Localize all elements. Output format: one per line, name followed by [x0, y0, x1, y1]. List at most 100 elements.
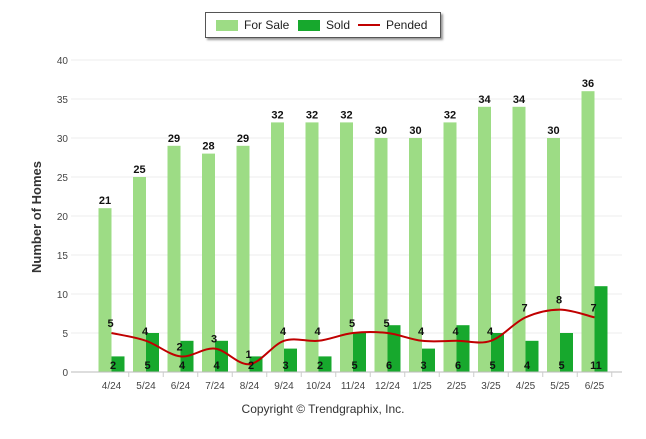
y-tick-label: 35 [57, 95, 69, 106]
y-tick-label: 10 [57, 290, 69, 301]
data-label-for-sale: 32 [444, 109, 456, 121]
bar-sold [560, 333, 573, 372]
x-tick-label: 4/25 [516, 381, 536, 392]
legend-swatch-sold [298, 20, 320, 31]
bar-sold [111, 356, 125, 372]
x-tick-label: 3/25 [481, 381, 501, 392]
data-label-for-sale: 29 [237, 133, 249, 145]
bar-for-sale [167, 145, 181, 372]
data-label-sold: 5 [558, 360, 564, 372]
bar-for-sale [478, 106, 491, 373]
data-label-for-sale: 32 [306, 109, 318, 121]
data-label-sold: 6 [455, 360, 461, 372]
data-label-pended: 4 [452, 326, 459, 338]
data-label-for-sale: 34 [513, 94, 526, 106]
data-label-sold: 3 [282, 360, 288, 372]
data-label-sold: 4 [179, 360, 186, 372]
legend-label-pended: Pended [386, 18, 428, 32]
data-label-for-sale: 30 [547, 125, 559, 137]
data-label-for-sale: 36 [582, 78, 594, 90]
data-label-for-sale: 34 [478, 94, 491, 106]
line-pended [111, 308, 595, 366]
bar-sold [594, 286, 608, 372]
x-tick-label: 10/24 [306, 381, 331, 392]
bar-for-sale [271, 122, 284, 373]
data-label-pended: 1 [245, 349, 251, 361]
data-label-pended: 3 [211, 334, 217, 346]
data-label-for-sale: 29 [168, 133, 180, 145]
data-label-pended: 2 [176, 341, 182, 353]
data-label-sold: 5 [144, 360, 150, 372]
bar-for-sale [133, 177, 146, 372]
data-label-sold: 6 [386, 360, 392, 372]
bar-for-sale [374, 138, 388, 372]
legend-label-sold: Sold [326, 18, 351, 32]
x-tick-label: 9/24 [274, 381, 294, 392]
legend-swatch-for-sale [216, 20, 238, 31]
legend-label-for-sale: For Sale [244, 18, 290, 32]
bar-for-sale [581, 91, 595, 372]
data-label-sold: 2 [110, 360, 116, 372]
x-tick-label: 11/24 [341, 381, 366, 392]
data-label-sold: 3 [420, 360, 426, 372]
data-label-sold: 5 [351, 360, 357, 372]
data-label-for-sale: 32 [271, 109, 283, 121]
bar-for-sale [547, 138, 560, 372]
bar-for-sale [443, 122, 457, 373]
bar-sold [353, 333, 366, 372]
x-tick-label: 2/25 [447, 381, 467, 392]
x-tick-label: 6/24 [171, 381, 191, 392]
bar-for-sale [98, 208, 112, 372]
legend: For Sale Sold Pended [205, 12, 441, 38]
data-label-for-sale: 32 [340, 109, 352, 121]
bar-sold [525, 340, 539, 372]
copyright-text: Copyright © Trendgraphix, Inc. [241, 402, 405, 416]
y-tick-label: 15 [57, 251, 69, 262]
bar-for-sale [202, 153, 215, 372]
data-label-for-sale: 25 [133, 164, 145, 176]
data-label-pended: 4 [487, 326, 494, 338]
bar-sold [284, 348, 297, 372]
data-label-sold: 2 [317, 360, 323, 372]
y-tick-label: 25 [57, 173, 69, 184]
y-tick-label: 40 [57, 56, 69, 67]
bar-sold [318, 356, 332, 372]
y-tick-label: 0 [62, 368, 68, 379]
data-label-pended: 4 [142, 326, 149, 338]
x-tick-label: 4/24 [102, 381, 122, 392]
bar-sold [491, 333, 504, 372]
data-label-pended: 4 [314, 326, 321, 338]
bar-for-sale [236, 145, 250, 372]
bar-for-sale [512, 106, 526, 373]
data-label-pended: 8 [556, 295, 562, 307]
bar-sold [422, 348, 435, 372]
data-label-sold: 11 [590, 360, 602, 372]
bar-for-sale [340, 122, 353, 373]
data-label-pended: 4 [418, 326, 425, 338]
x-tick-label: 5/25 [550, 381, 570, 392]
data-label-pended: 7 [590, 302, 596, 314]
y-tick-label: 20 [57, 212, 69, 223]
data-label-pended: 5 [383, 318, 389, 330]
y-axis-label: Number of Homes [29, 161, 44, 273]
data-label-for-sale: 30 [375, 125, 387, 137]
data-label-for-sale: 21 [99, 195, 111, 207]
data-label-sold: 4 [213, 360, 220, 372]
bar-for-sale [409, 138, 422, 372]
x-tick-label: 5/24 [136, 381, 156, 392]
y-tick-label: 30 [57, 134, 69, 145]
x-tick-label: 8/24 [240, 381, 260, 392]
data-label-sold: 4 [524, 360, 531, 372]
bar-sold [456, 325, 470, 372]
data-label-pended: 4 [280, 326, 287, 338]
data-label-sold: 2 [248, 360, 254, 372]
data-label-pended: 5 [107, 318, 113, 330]
data-label-for-sale: 30 [409, 125, 421, 137]
data-label-pended: 7 [521, 302, 527, 314]
legend-swatch-pended [358, 24, 380, 26]
bar-for-sale [305, 122, 319, 373]
y-tick-label: 5 [62, 329, 68, 340]
x-tick-label: 7/24 [205, 381, 225, 392]
